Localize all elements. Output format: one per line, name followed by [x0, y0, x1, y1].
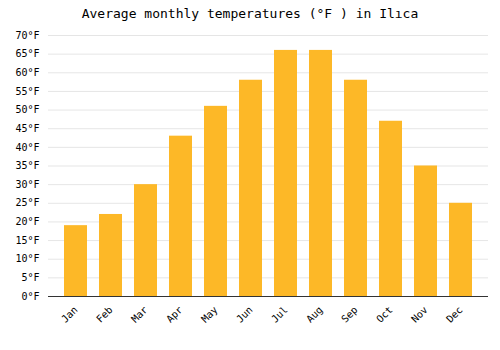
svg-text:25°F: 25°F	[15, 197, 39, 208]
svg-text:50°F: 50°F	[15, 104, 39, 115]
svg-text:5°F: 5°F	[21, 272, 39, 283]
svg-text:15°F: 15°F	[15, 235, 39, 246]
svg-text:Mar: Mar	[129, 304, 150, 325]
svg-text:May: May	[199, 304, 220, 325]
svg-text:Aug: Aug	[304, 304, 325, 325]
svg-text:Sep: Sep	[339, 304, 360, 325]
svg-text:Jun: Jun	[234, 304, 255, 325]
svg-text:60°F: 60°F	[15, 67, 39, 78]
svg-text:10°F: 10°F	[15, 253, 39, 264]
svg-text:Dec: Dec	[444, 304, 465, 325]
html-text:Average monthly temperatures (: Average monthly temperatures (°F ) in Il…	[81, 6, 419, 21]
svg-text:55°F: 55°F	[15, 86, 39, 97]
svg-text:Jul: Jul	[269, 304, 290, 325]
svg-text:65°F: 65°F	[15, 48, 39, 59]
svg-text:45°F: 45°F	[15, 123, 39, 134]
svg-text:Feb: Feb	[94, 304, 115, 325]
svg-text:Jan: Jan	[59, 304, 80, 325]
svg-text:30°F: 30°F	[15, 179, 39, 190]
svg-text:70°F: 70°F	[15, 30, 39, 41]
svg-text:Oct: Oct	[374, 304, 395, 325]
svg-text:40°F: 40°F	[15, 142, 39, 153]
svg-text:20°F: 20°F	[15, 216, 39, 227]
svg-text:Nov: Nov	[409, 304, 430, 325]
svg-text:35°F: 35°F	[15, 160, 39, 171]
svg-text:0°F: 0°F	[21, 291, 39, 302]
svg-text:Apr: Apr	[164, 304, 185, 325]
